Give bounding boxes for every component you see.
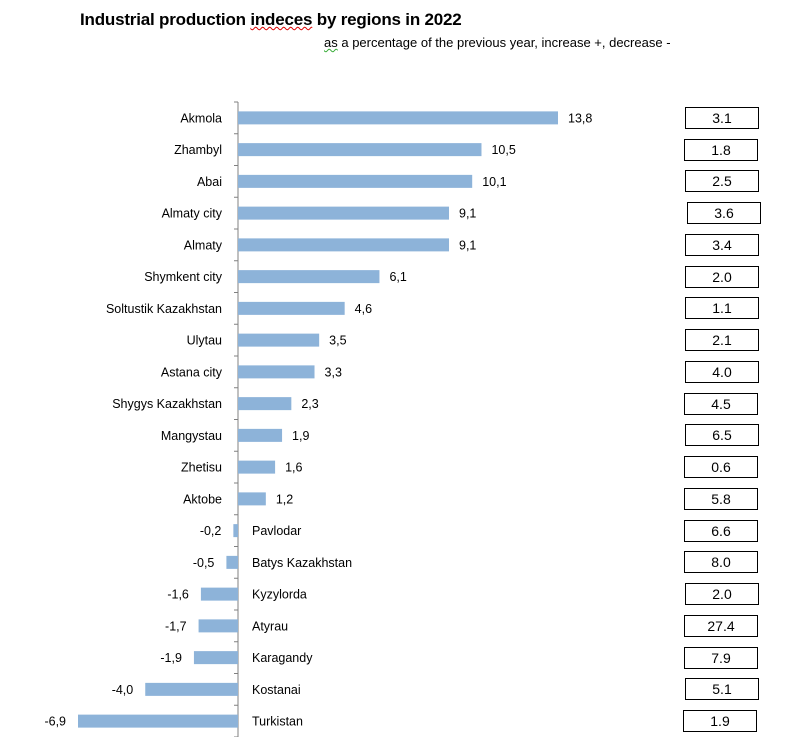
side-value-box: 3.1 bbox=[685, 106, 759, 129]
bar bbox=[238, 397, 292, 411]
chart-subtitle: as a percentage of the previous year, in… bbox=[324, 35, 671, 50]
side-value-box: 6.6 bbox=[684, 519, 758, 542]
chart-title: Industrial production indeces by regions… bbox=[80, 10, 462, 29]
bar bbox=[238, 460, 276, 474]
value-label: 9,1 bbox=[459, 207, 476, 221]
side-value-box: 8.0 bbox=[684, 551, 758, 574]
side-value-box: 1.8 bbox=[684, 138, 758, 161]
category-label: Kostanai bbox=[252, 683, 301, 697]
side-value-box: 6.5 bbox=[685, 424, 759, 447]
side-value-box: 5.1 bbox=[685, 678, 759, 701]
category-label: Abai bbox=[197, 175, 222, 189]
value-label: -4,0 bbox=[112, 683, 134, 697]
category-label: Ulytau bbox=[187, 334, 222, 348]
side-value-box: 3.4 bbox=[685, 233, 759, 256]
category-label: Mangystau bbox=[161, 429, 222, 443]
bar bbox=[200, 587, 238, 601]
bar bbox=[238, 238, 450, 252]
side-value-box: 2.1 bbox=[685, 329, 759, 352]
side-value-box: 7.9 bbox=[684, 646, 758, 669]
category-label: Turkistan bbox=[252, 715, 303, 729]
value-label: 13,8 bbox=[568, 111, 592, 125]
side-value-box: 2.5 bbox=[685, 170, 759, 193]
side-value-box: 2.0 bbox=[685, 265, 759, 288]
side-value-box: 2.0 bbox=[685, 583, 759, 606]
side-value-box: 3.6 bbox=[687, 202, 761, 225]
side-value-box: 27.4 bbox=[684, 614, 758, 637]
bar bbox=[78, 714, 238, 728]
category-label: Shygys Kazakhstan bbox=[112, 397, 222, 411]
side-value-box: 4.0 bbox=[685, 360, 759, 383]
category-label: Shymkent city bbox=[144, 270, 223, 284]
category-label: Kyzylorda bbox=[252, 588, 307, 602]
bar bbox=[233, 524, 238, 538]
category-label: Zhambyl bbox=[174, 143, 222, 157]
bar bbox=[238, 428, 283, 442]
category-label: Karagandy bbox=[252, 651, 313, 665]
side-value-box: 0.6 bbox=[684, 456, 758, 479]
bar bbox=[238, 365, 315, 379]
value-label: 9,1 bbox=[459, 238, 476, 252]
bar bbox=[145, 682, 238, 696]
value-label: 4,6 bbox=[355, 302, 372, 316]
value-label: 10,1 bbox=[482, 175, 506, 189]
value-label: 2,3 bbox=[301, 397, 318, 411]
bar bbox=[193, 651, 238, 665]
value-label: -0,5 bbox=[193, 556, 215, 570]
value-label: 6,1 bbox=[389, 270, 406, 284]
value-label: 1,9 bbox=[292, 429, 309, 443]
side-value-box: 5.8 bbox=[684, 487, 758, 510]
side-value-box: 1.9 bbox=[683, 710, 757, 733]
value-label: 10,5 bbox=[491, 143, 515, 157]
value-label: 1,2 bbox=[276, 492, 293, 506]
category-label: Zhetisu bbox=[181, 461, 222, 475]
bar bbox=[238, 333, 320, 347]
bar bbox=[238, 206, 450, 220]
category-label: Aktobe bbox=[183, 492, 222, 506]
category-label: Batys Kazakhstan bbox=[252, 556, 352, 570]
bar bbox=[238, 270, 380, 284]
value-label: -1,6 bbox=[167, 588, 189, 602]
bar bbox=[238, 174, 473, 188]
value-label: 3,3 bbox=[325, 365, 342, 379]
category-label: Akmola bbox=[180, 111, 222, 125]
value-label: 1,6 bbox=[285, 461, 302, 475]
value-label: 3,5 bbox=[329, 334, 346, 348]
value-label: -6,9 bbox=[44, 715, 66, 729]
category-label: Almaty bbox=[184, 238, 223, 252]
value-label: -1,7 bbox=[165, 619, 187, 633]
category-label: Pavlodar bbox=[252, 524, 301, 538]
bar bbox=[198, 619, 238, 633]
bar bbox=[238, 492, 266, 506]
bar bbox=[226, 555, 238, 569]
side-value-box: 4.5 bbox=[684, 392, 758, 415]
category-label: Soltustik Kazakhstan bbox=[106, 302, 222, 316]
bar bbox=[238, 143, 482, 157]
bar bbox=[238, 301, 345, 315]
category-label: Astana city bbox=[161, 365, 223, 379]
side-value-box: 1.1 bbox=[685, 297, 759, 320]
value-label: -1,9 bbox=[160, 651, 182, 665]
bar bbox=[238, 111, 558, 125]
category-label: Atyrau bbox=[252, 619, 288, 633]
value-label: -0,2 bbox=[200, 524, 222, 538]
category-label: Almaty city bbox=[162, 207, 223, 221]
